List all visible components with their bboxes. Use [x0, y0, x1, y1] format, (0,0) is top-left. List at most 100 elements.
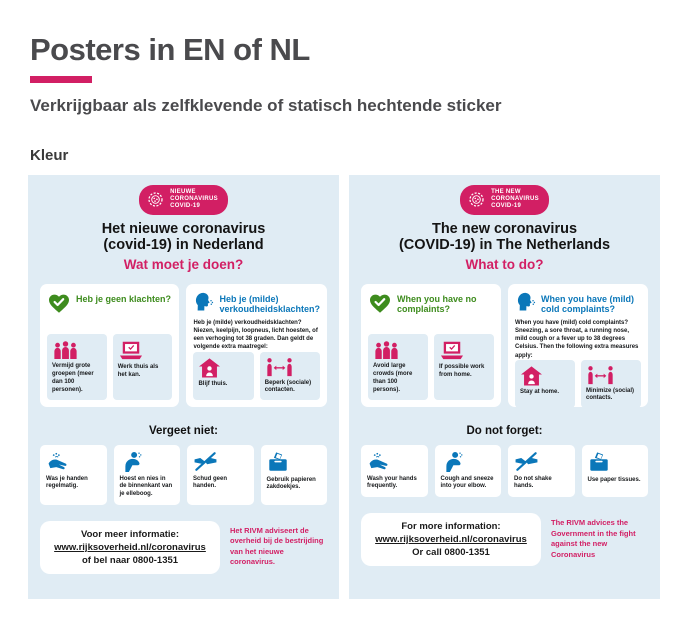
remember-label: Do not shake hands. [514, 475, 552, 490]
info-row: For more information: www.rijksoverheid.… [361, 513, 648, 567]
house-icon [198, 357, 248, 378]
distance-icon [265, 357, 315, 377]
info-phone: of bel naar 0800-1351 [81, 554, 179, 566]
card-no-complaints: When you have no complaints? Avoid large… [361, 283, 501, 407]
card-body-text: Heb je (milde) verkoudheidsklachten? Nie… [193, 320, 318, 351]
remember-tile: Use paper tissues. [581, 444, 648, 498]
title-accent-bar [30, 76, 92, 83]
info-url: www.rijksoverheid.nl/coronavirus [375, 534, 527, 546]
measure-tile: Minimize (social) contacts. [581, 359, 641, 409]
poster-preview-nl[interactable]: NIEUWE CORONAVIRUS COVID-19 Het nieuwe c… [28, 175, 339, 599]
remember-tile: Hoest en nies in de binnenkant van je el… [113, 444, 180, 505]
measure-label: Avoid large crowds (more than 100 person… [373, 363, 413, 393]
remember-label: Wash your hands frequently. [367, 475, 417, 490]
laptop-icon [118, 339, 168, 361]
remember-label: Use paper tissues. [587, 476, 641, 483]
poster-question: What to do? [465, 256, 544, 272]
page-header: Posters in EN of NL [30, 32, 310, 83]
remember-tile: Was je handen regelmatig. [40, 444, 107, 505]
cough-elbow-icon [120, 451, 175, 472]
remember-label: Schud geen handen. [193, 475, 228, 490]
remember-title: Vergeet niet: [148, 424, 219, 437]
remember-row: Was je handen regelmatig. Hoest en nies … [40, 444, 327, 505]
page-subtitle: Verkrijgbaar als zelfklevende of statisc… [30, 96, 502, 115]
remember-tile: Do not shake hands. [508, 444, 575, 498]
tissue-icon [588, 451, 643, 473]
measure-tile: Werk thuis als het kan. [112, 334, 173, 400]
distance-icon [586, 365, 636, 385]
remember-row: Wash your hands frequently. Cough and sn… [361, 444, 648, 498]
card-no-complaints: Heb je geen klachten? Vermijd grote groe… [40, 283, 180, 407]
cough-elbow-icon [441, 451, 496, 472]
card-title: Heb je geen klachten? [76, 293, 172, 304]
remember-tile: Schud geen handen. [187, 444, 254, 505]
card-body-text: When you have (mild) cold complaints? Sn… [515, 320, 639, 359]
measure-label: If possible work from home. [439, 364, 485, 379]
measure-tile: Avoid large crowds (more than 100 person… [368, 334, 428, 400]
no-handshake-icon [193, 451, 248, 472]
measure-tile: Beperk (sociale) contacten. [259, 351, 320, 401]
measure-label: Minimize (social) contacts. [586, 387, 635, 402]
measure-tile: Stay at home. [515, 359, 575, 409]
measure-label: Blijf thuis. [198, 380, 228, 387]
card-title: When you have (mild) cold complaints? [541, 293, 635, 315]
wash-hands-icon [367, 451, 422, 472]
remember-tile: Cough and sneeze into your elbow. [434, 444, 501, 498]
page-title: Posters in EN of NL [30, 32, 310, 67]
tissue-icon [267, 451, 322, 473]
remember-label: Hoest en nies in de binnenkant van je el… [119, 475, 173, 498]
measure-tile: Vermijd grote groepen (meer dan 100 pers… [47, 334, 107, 400]
rivm-note: The RIVM advices the Government in the f… [551, 518, 636, 559]
measure-label: Vermijd grote groepen (meer dan 100 pers… [52, 363, 94, 393]
heart-check-icon [47, 292, 71, 314]
remember-title: Do not forget: [466, 424, 543, 437]
measure-label: Beperk (sociale) contacten. [264, 379, 312, 394]
virus-icon [467, 190, 486, 209]
poster-preview-en[interactable]: THE NEW CORONAVIRUS COVID-19 The new cor… [349, 175, 660, 599]
corona-badge: NIEUWE CORONAVIRUS COVID-19 [139, 185, 228, 215]
posters-row: NIEUWE CORONAVIRUS COVID-19 Het nieuwe c… [28, 175, 660, 599]
remember-tile: Gebruik papieren zakdoekjes. [260, 444, 327, 505]
info-phone: Or call 0800-1351 [412, 547, 490, 559]
poster-title: The new coronavirus (COVID-19) in The Ne… [398, 220, 611, 254]
card-cold-complaints: When you have (mild) cold complaints? Wh… [508, 283, 648, 409]
info-box: Voor meer informatie: www.rijksoverheid.… [40, 520, 220, 574]
heart-check-icon [368, 292, 392, 314]
badge-text: THE NEW CORONAVIRUS COVID-19 [491, 189, 539, 210]
measure-tile: If possible work from home. [434, 334, 494, 400]
badge-wrap: NIEUWE CORONAVIRUS COVID-19 [40, 185, 327, 215]
badge-text: NIEUWE CORONAVIRUS COVID-19 [170, 189, 218, 210]
card-title: When you have no complaints? [397, 293, 477, 315]
info-box: For more information: www.rijksoverheid.… [361, 513, 541, 567]
card-cold-complaints: Heb je (milde) verkoudheidsklachten? Heb… [186, 283, 327, 407]
house-icon [520, 365, 570, 386]
wash-hands-icon [46, 451, 101, 472]
remember-label: Cough and sneeze into your elbow. [440, 475, 494, 490]
measure-label: Stay at home. [520, 388, 560, 395]
poster-question: Wat moet je doen? [123, 256, 244, 272]
info-title: Voor meer informatie: [80, 528, 179, 540]
corona-badge: THE NEW CORONAVIRUS COVID-19 [460, 185, 549, 215]
card-title: Heb je (milde) verkoudheidsklachten? [219, 293, 320, 315]
sneezing-head-icon [515, 292, 536, 313]
remember-label: Was je handen regelmatig. [46, 475, 88, 490]
cards-row: Heb je geen klachten? Vermijd grote groe… [40, 283, 327, 407]
cards-row: When you have no complaints? Avoid large… [361, 283, 648, 409]
crowd-icon [373, 339, 423, 360]
badge-wrap: THE NEW CORONAVIRUS COVID-19 [361, 185, 648, 215]
virus-icon [146, 190, 165, 209]
info-row: Voor meer informatie: www.rijksoverheid.… [40, 520, 327, 574]
rivm-note: Het RIVM adviseert de overheid bij de be… [230, 525, 324, 567]
laptop-icon [439, 339, 489, 361]
measure-tile: Blijf thuis. [193, 351, 254, 401]
no-handshake-icon [514, 451, 569, 472]
remember-label: Gebruik papieren zakdoekjes. [266, 476, 316, 491]
sneezing-head-icon [193, 292, 214, 313]
poster-title: Het nieuwe coronavirus (covid-19) in Ned… [101, 220, 266, 254]
remember-tile: Wash your hands frequently. [361, 444, 428, 498]
crowd-icon [52, 339, 102, 360]
variant-label: Kleur [30, 147, 69, 164]
info-url: www.rijksoverheid.nl/coronavirus [54, 541, 206, 553]
measure-label: Werk thuis als het kan. [117, 364, 159, 379]
info-title: For more information: [401, 521, 501, 533]
